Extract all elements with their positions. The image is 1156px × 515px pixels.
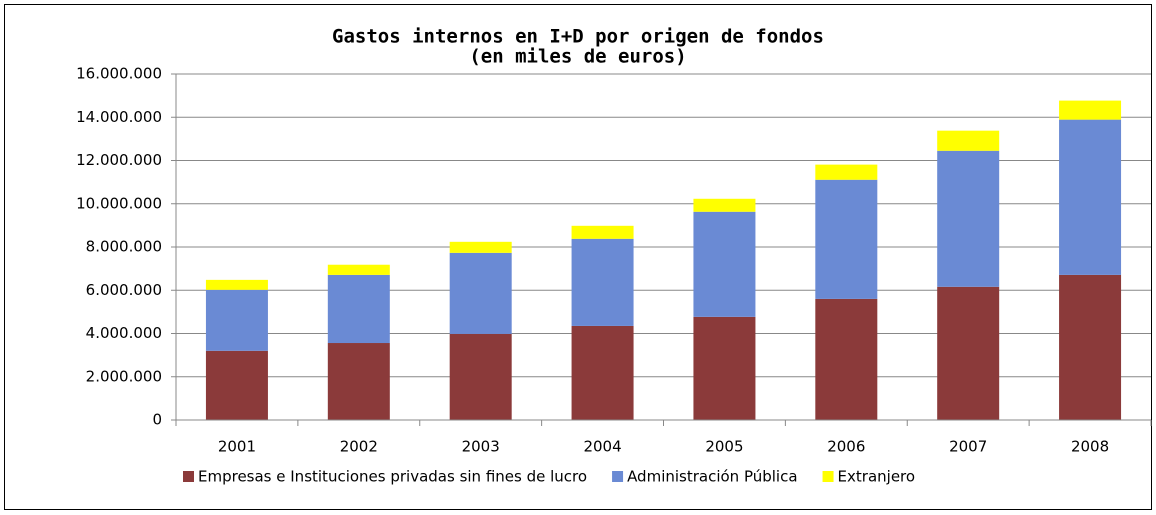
bar-segment bbox=[327, 274, 390, 344]
bar-segment bbox=[449, 333, 512, 420]
bar-segment bbox=[1059, 100, 1122, 120]
y-tick-label: 4.000.000 bbox=[86, 324, 162, 342]
legend-swatch bbox=[183, 471, 194, 482]
bar-segment bbox=[571, 225, 634, 239]
bar-segment bbox=[693, 211, 756, 317]
x-tick-label: 2005 bbox=[705, 438, 743, 456]
y-tick-label: 8.000.000 bbox=[86, 238, 162, 256]
x-tick-label: 2001 bbox=[218, 438, 256, 456]
bar-segment bbox=[693, 316, 756, 420]
legend-swatch bbox=[612, 471, 624, 482]
bar-segment bbox=[449, 241, 512, 253]
y-tick-label: 10.000.000 bbox=[76, 194, 162, 212]
legend-label: Empresas e Instituciones privadas sin fi… bbox=[198, 468, 587, 486]
bar-segment bbox=[571, 325, 634, 420]
bar-segment bbox=[571, 238, 634, 326]
bar-segment bbox=[815, 179, 878, 299]
bar-segment bbox=[693, 198, 756, 212]
bar-segment bbox=[815, 298, 878, 420]
y-tick-label: 0 bbox=[152, 411, 162, 429]
legend-label: Extranjero bbox=[838, 468, 916, 486]
legend-swatch bbox=[822, 471, 834, 482]
x-tick-label: 2004 bbox=[583, 438, 621, 456]
x-tick-label: 2003 bbox=[462, 438, 500, 456]
legend-label: Administración Pública bbox=[627, 468, 797, 486]
y-tick-label: 12.000.000 bbox=[76, 151, 162, 169]
bar-segment bbox=[205, 279, 268, 290]
bar-segment bbox=[449, 252, 512, 334]
bar-segment bbox=[205, 289, 268, 351]
bar-segment bbox=[815, 164, 878, 180]
y-tick-label: 16.000.000 bbox=[76, 65, 162, 83]
bar-segment bbox=[937, 150, 1000, 287]
bar-segment bbox=[1059, 274, 1122, 420]
bar-segment bbox=[937, 130, 1000, 151]
x-tick-label: 2006 bbox=[827, 438, 865, 456]
x-tick-label: 2002 bbox=[340, 438, 378, 456]
y-tick-label: 2.000.000 bbox=[86, 367, 162, 385]
bar-segment bbox=[327, 343, 390, 420]
bar-segment bbox=[1059, 119, 1122, 275]
y-tick-label: 6.000.000 bbox=[86, 281, 162, 299]
chart-subtitle: (en miles de euros) bbox=[469, 46, 686, 68]
y-tick-label: 14.000.000 bbox=[76, 108, 162, 126]
chart-title: Gastos internos en I+D por origen de fon… bbox=[332, 26, 824, 48]
bar-segment bbox=[327, 264, 390, 275]
bar-segment bbox=[205, 350, 268, 420]
x-tick-label: 2008 bbox=[1071, 438, 1109, 456]
x-tick-label: 2007 bbox=[949, 438, 987, 456]
bar-segment bbox=[937, 286, 1000, 420]
